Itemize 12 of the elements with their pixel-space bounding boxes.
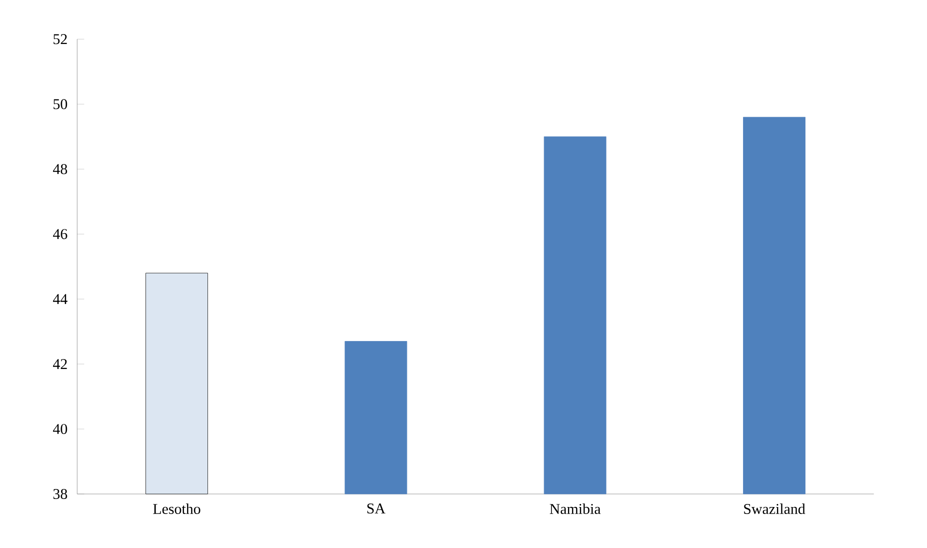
x-tick-label: Lesotho xyxy=(153,503,200,514)
y-tick-label: 44 xyxy=(53,294,68,304)
y-tick-label: 42 xyxy=(53,359,67,369)
y-tick-label: 38 xyxy=(53,488,68,499)
y-tick-label: 40 xyxy=(53,424,68,434)
x-tick-label: Swaziland xyxy=(744,503,806,514)
y-tick-label: 52 xyxy=(54,34,67,44)
y-tick-label: 46 xyxy=(53,228,68,240)
x-tick-label: Namibia xyxy=(550,503,601,514)
y-tick-label: 50 xyxy=(54,99,68,110)
x-tick-label: SA xyxy=(367,503,386,514)
y-tick-label: 48 xyxy=(53,164,68,174)
